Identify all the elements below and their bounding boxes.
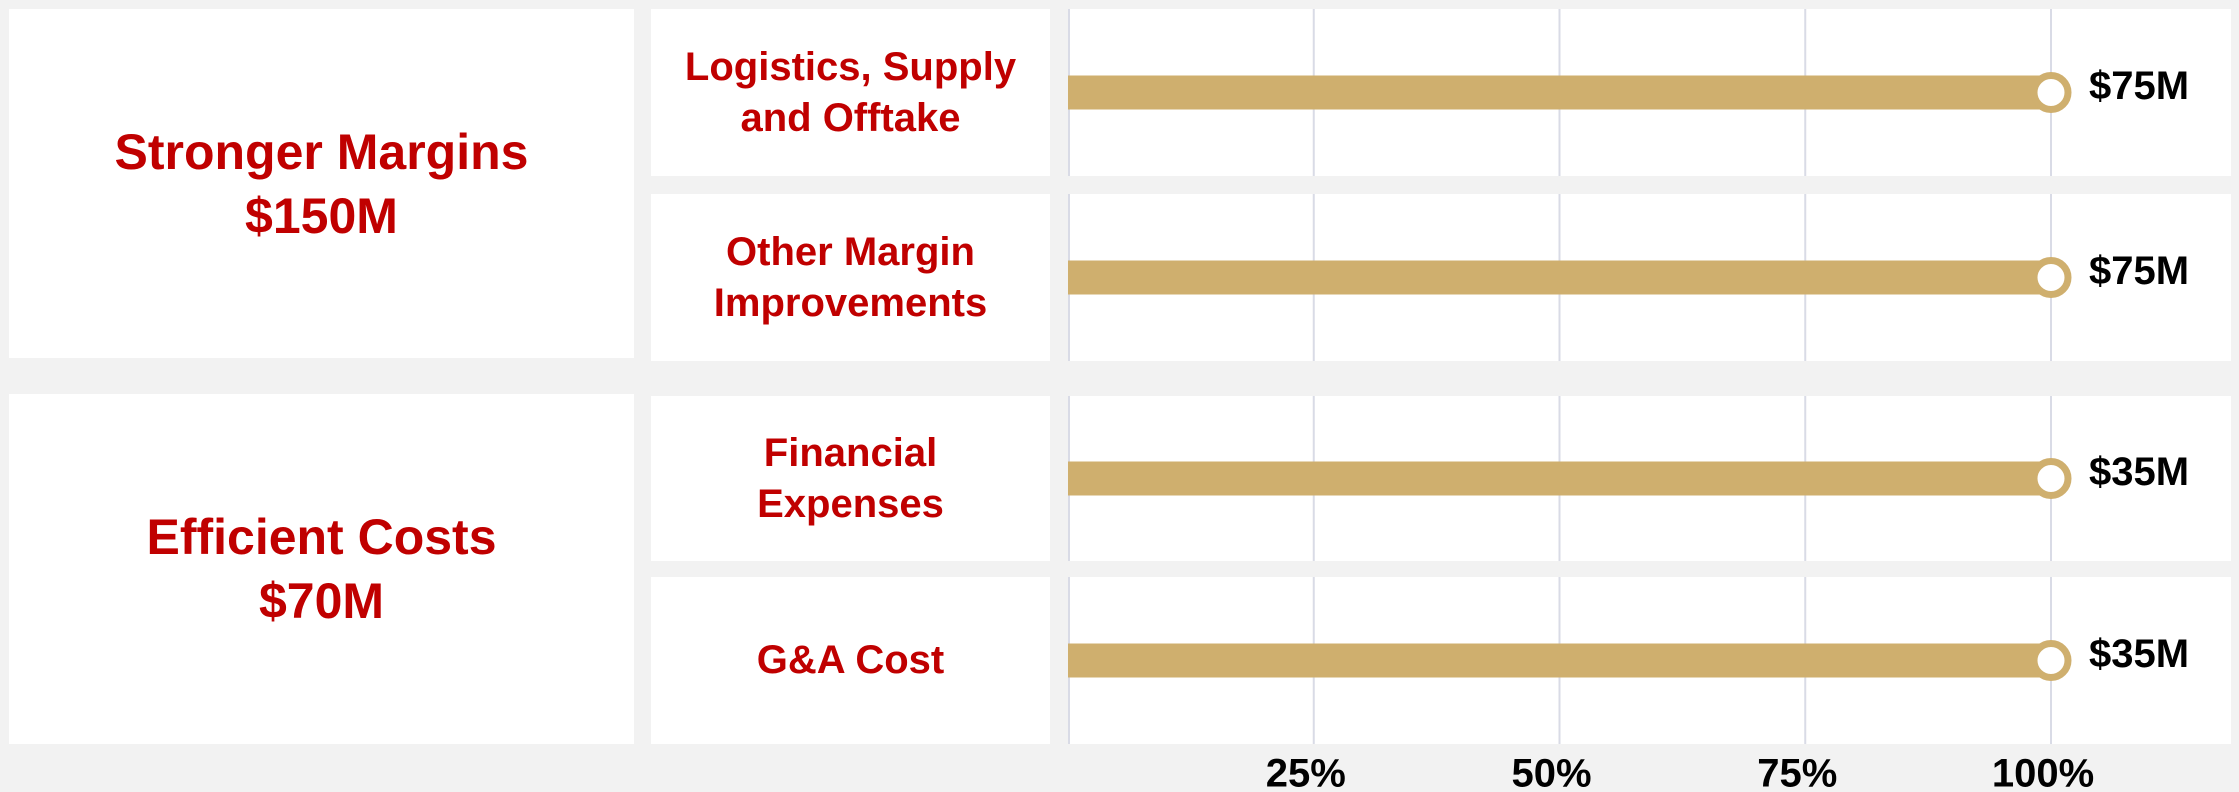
- group-label: Efficient Costs $70M: [146, 505, 496, 633]
- x-tick-label: 25%: [1266, 752, 1346, 792]
- bar: [1068, 643, 2051, 678]
- bar-end: [2030, 257, 2072, 298]
- x-tick-label: 50%: [1511, 752, 1591, 792]
- amount-label: $75M: [2089, 64, 2189, 108]
- category-panel: Logistics, Supply and Offtake: [651, 9, 1050, 176]
- amount-label: $35M: [2089, 632, 2189, 676]
- group-total: $70M: [258, 573, 385, 629]
- bar: [1068, 75, 2051, 110]
- category-panel: Financial Expenses: [651, 396, 1050, 561]
- group-title: Efficient Costs: [146, 509, 497, 565]
- bar-end: [2030, 72, 2072, 113]
- group-panel: Stronger Margins $150M: [9, 9, 634, 358]
- category-panel: Other Margin Improvements: [651, 194, 1050, 361]
- category-panel: G&A Cost: [651, 577, 1050, 744]
- x-tick-label: 100%: [1992, 752, 2094, 792]
- x-tick-label: 75%: [1757, 752, 1837, 792]
- bar-end: [2030, 640, 2072, 681]
- bar: [1068, 260, 2051, 295]
- amount-label: $35M: [2089, 450, 2189, 494]
- group-total: $150M: [245, 187, 398, 244]
- bar: [1068, 461, 2051, 496]
- amount-label: $75M: [2089, 249, 2189, 293]
- group-label: Stronger Margins $150M: [115, 120, 529, 248]
- group-title: Stronger Margins: [114, 123, 529, 180]
- bar-end: [2030, 458, 2072, 499]
- group-panel: Efficient Costs $70M: [9, 394, 634, 744]
